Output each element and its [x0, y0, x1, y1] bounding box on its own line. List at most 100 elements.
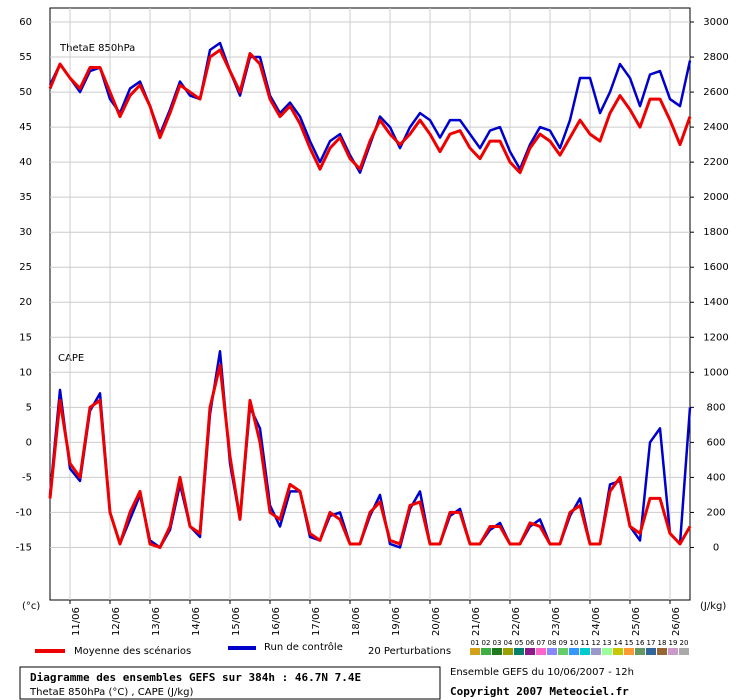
- thetae-label: ThetaE 850hPa: [59, 43, 135, 54]
- member-label: 02: [482, 639, 491, 647]
- member-swatch: [525, 648, 535, 655]
- legend-label: Moyenne des scénarios: [74, 645, 191, 657]
- x-tick-label: 11/06: [71, 607, 82, 636]
- y-tick-label: 35: [19, 192, 32, 203]
- member-label: 09: [559, 639, 568, 647]
- x-tick-label: 20/06: [431, 607, 442, 636]
- member-label: 07: [537, 639, 546, 647]
- left-unit: (°c): [22, 601, 40, 612]
- member-label: 05: [515, 639, 524, 647]
- x-tick-label: 25/06: [631, 607, 642, 636]
- y-tick-label: 30: [19, 227, 32, 238]
- x-tick-label: 14/06: [191, 607, 202, 636]
- x-tick-label: 19/06: [391, 607, 402, 636]
- right-unit: (J/kg): [700, 601, 726, 612]
- y2-tick-label: 1200: [703, 332, 728, 343]
- y-tick-label: 45: [19, 122, 32, 133]
- member-swatch: [635, 648, 645, 655]
- footer-title: Diagramme des ensembles GEFS sur 384h : …: [30, 671, 361, 684]
- member-label: 01: [471, 639, 480, 647]
- member-label: 11: [581, 639, 590, 647]
- member-swatch: [580, 648, 590, 655]
- y-tick-label: 0: [26, 437, 32, 448]
- x-tick-label: 23/06: [551, 607, 562, 636]
- footer-copyright: Copyright 2007 Meteociel.fr: [450, 685, 629, 698]
- y-tick-label: 50: [19, 87, 32, 98]
- y-tick-label: 15: [19, 332, 32, 343]
- member-swatch: [514, 648, 524, 655]
- thetae-line: [48, 48, 692, 175]
- y-tick-label: -10: [16, 507, 32, 518]
- x-tick-label: 24/06: [591, 607, 602, 636]
- member-swatch: [481, 648, 491, 655]
- y2-tick-label: 400: [706, 472, 725, 483]
- member-swatch: [657, 648, 667, 655]
- member-swatch: [646, 648, 656, 655]
- y2-tick-label: 1400: [703, 297, 728, 308]
- member-label: 16: [636, 639, 645, 647]
- member-swatch: [591, 648, 601, 655]
- member-swatch: [558, 648, 568, 655]
- member-label: 06: [526, 639, 535, 647]
- y2-tick-label: 800: [706, 402, 725, 413]
- y-tick-label: -15: [16, 542, 32, 553]
- member-swatch: [624, 648, 634, 655]
- legend-label: 20 Perturbations: [368, 646, 451, 657]
- y-tick-label: 20: [19, 297, 32, 308]
- y-tick-label: 10: [19, 367, 32, 378]
- y2-tick-label: 1800: [703, 227, 728, 238]
- member-swatch: [492, 648, 502, 655]
- y2-tick-label: 0: [713, 542, 719, 553]
- member-label: 12: [592, 639, 601, 647]
- member-swatch: [613, 648, 623, 655]
- member-label: 15: [625, 639, 634, 647]
- y2-tick-label: 2000: [703, 192, 728, 203]
- y2-tick-label: 1000: [703, 367, 728, 378]
- x-tick-label: 17/06: [311, 607, 322, 636]
- x-tick-label: 18/06: [351, 607, 362, 636]
- plot-frame: [49, 7, 691, 601]
- x-tick-label: 13/06: [151, 607, 162, 636]
- member-label: 20: [680, 639, 689, 647]
- legend-label: Run de contrôle: [264, 641, 343, 653]
- x-tick-label: 26/06: [671, 607, 682, 636]
- y2-tick-label: 2200: [703, 157, 728, 168]
- y-tick-label: 60: [19, 17, 32, 28]
- x-tick-label: 16/06: [271, 607, 282, 636]
- member-swatch: [679, 648, 689, 655]
- x-tick-label: 22/06: [511, 607, 522, 636]
- member-label: 08: [548, 639, 557, 647]
- x-tick-label: 12/06: [111, 607, 122, 636]
- footer-run: Ensemble GEFS du 10/06/2007 - 12h: [450, 667, 634, 678]
- member-label: 18: [658, 639, 667, 647]
- y-tick-label: 55: [19, 52, 32, 63]
- y-tick-label: -5: [22, 472, 32, 483]
- cape-label: CAPE: [58, 353, 84, 364]
- y2-tick-label: 2800: [703, 52, 728, 63]
- y2-tick-label: 1600: [703, 262, 728, 273]
- y2-tick-label: 600: [706, 437, 725, 448]
- footer-box: [19, 666, 441, 700]
- y-tick-label: 25: [19, 262, 32, 273]
- member-swatch: [602, 648, 612, 655]
- x-tick-label: 21/06: [471, 607, 482, 636]
- member-label: 13: [603, 639, 612, 647]
- x-tick-label: 15/06: [231, 607, 242, 636]
- member-label: 19: [669, 639, 678, 647]
- member-label: 04: [504, 639, 513, 647]
- y-tick-label: 40: [19, 157, 32, 168]
- cape-line: [48, 363, 692, 549]
- member-label: 17: [647, 639, 656, 647]
- y2-tick-label: 2600: [703, 87, 728, 98]
- y2-tick-label: 2400: [703, 122, 728, 133]
- member-label: 10: [570, 639, 579, 647]
- y2-tick-label: 3000: [703, 17, 728, 28]
- y-tick-label: 5: [26, 402, 32, 413]
- member-swatch: [536, 648, 546, 655]
- footer-subtitle: ThetaE 850hPa (°C) , CAPE (J/kg): [29, 687, 193, 698]
- member-swatch: [668, 648, 678, 655]
- member-swatch: [569, 648, 579, 655]
- member-label: 03: [493, 639, 502, 647]
- member-swatch: [503, 648, 513, 655]
